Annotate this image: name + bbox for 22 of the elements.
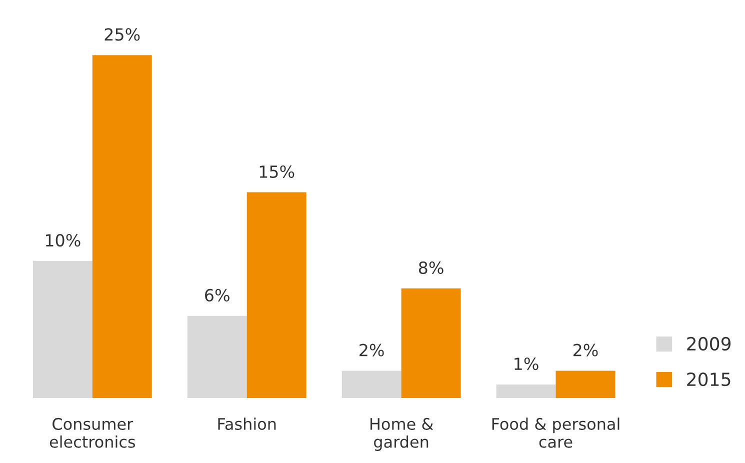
legend-label: 2015 xyxy=(687,372,730,386)
x-tick-label: Home & garden xyxy=(370,418,434,451)
data-label: 25% xyxy=(104,28,140,41)
bar xyxy=(187,316,247,398)
data-label: 15% xyxy=(260,165,294,178)
bar xyxy=(556,370,616,398)
legend-label: 2009 xyxy=(687,336,731,351)
data-label: 8% xyxy=(418,261,444,274)
data-label: 2% xyxy=(360,344,384,356)
x-tick-label: Food & personal care xyxy=(492,418,620,448)
x-tick-label: Fashion xyxy=(218,418,276,430)
data-label: 6% xyxy=(205,288,230,302)
x-tick-label: Consumer electronics xyxy=(50,418,136,448)
bar xyxy=(92,55,152,398)
bar xyxy=(401,288,461,398)
bar xyxy=(342,370,402,398)
bar xyxy=(32,260,92,398)
bar xyxy=(496,384,556,398)
data-label: 2% xyxy=(573,344,598,356)
data-label: 10% xyxy=(46,234,80,247)
bar xyxy=(246,192,306,398)
data-label: 1% xyxy=(514,358,538,370)
